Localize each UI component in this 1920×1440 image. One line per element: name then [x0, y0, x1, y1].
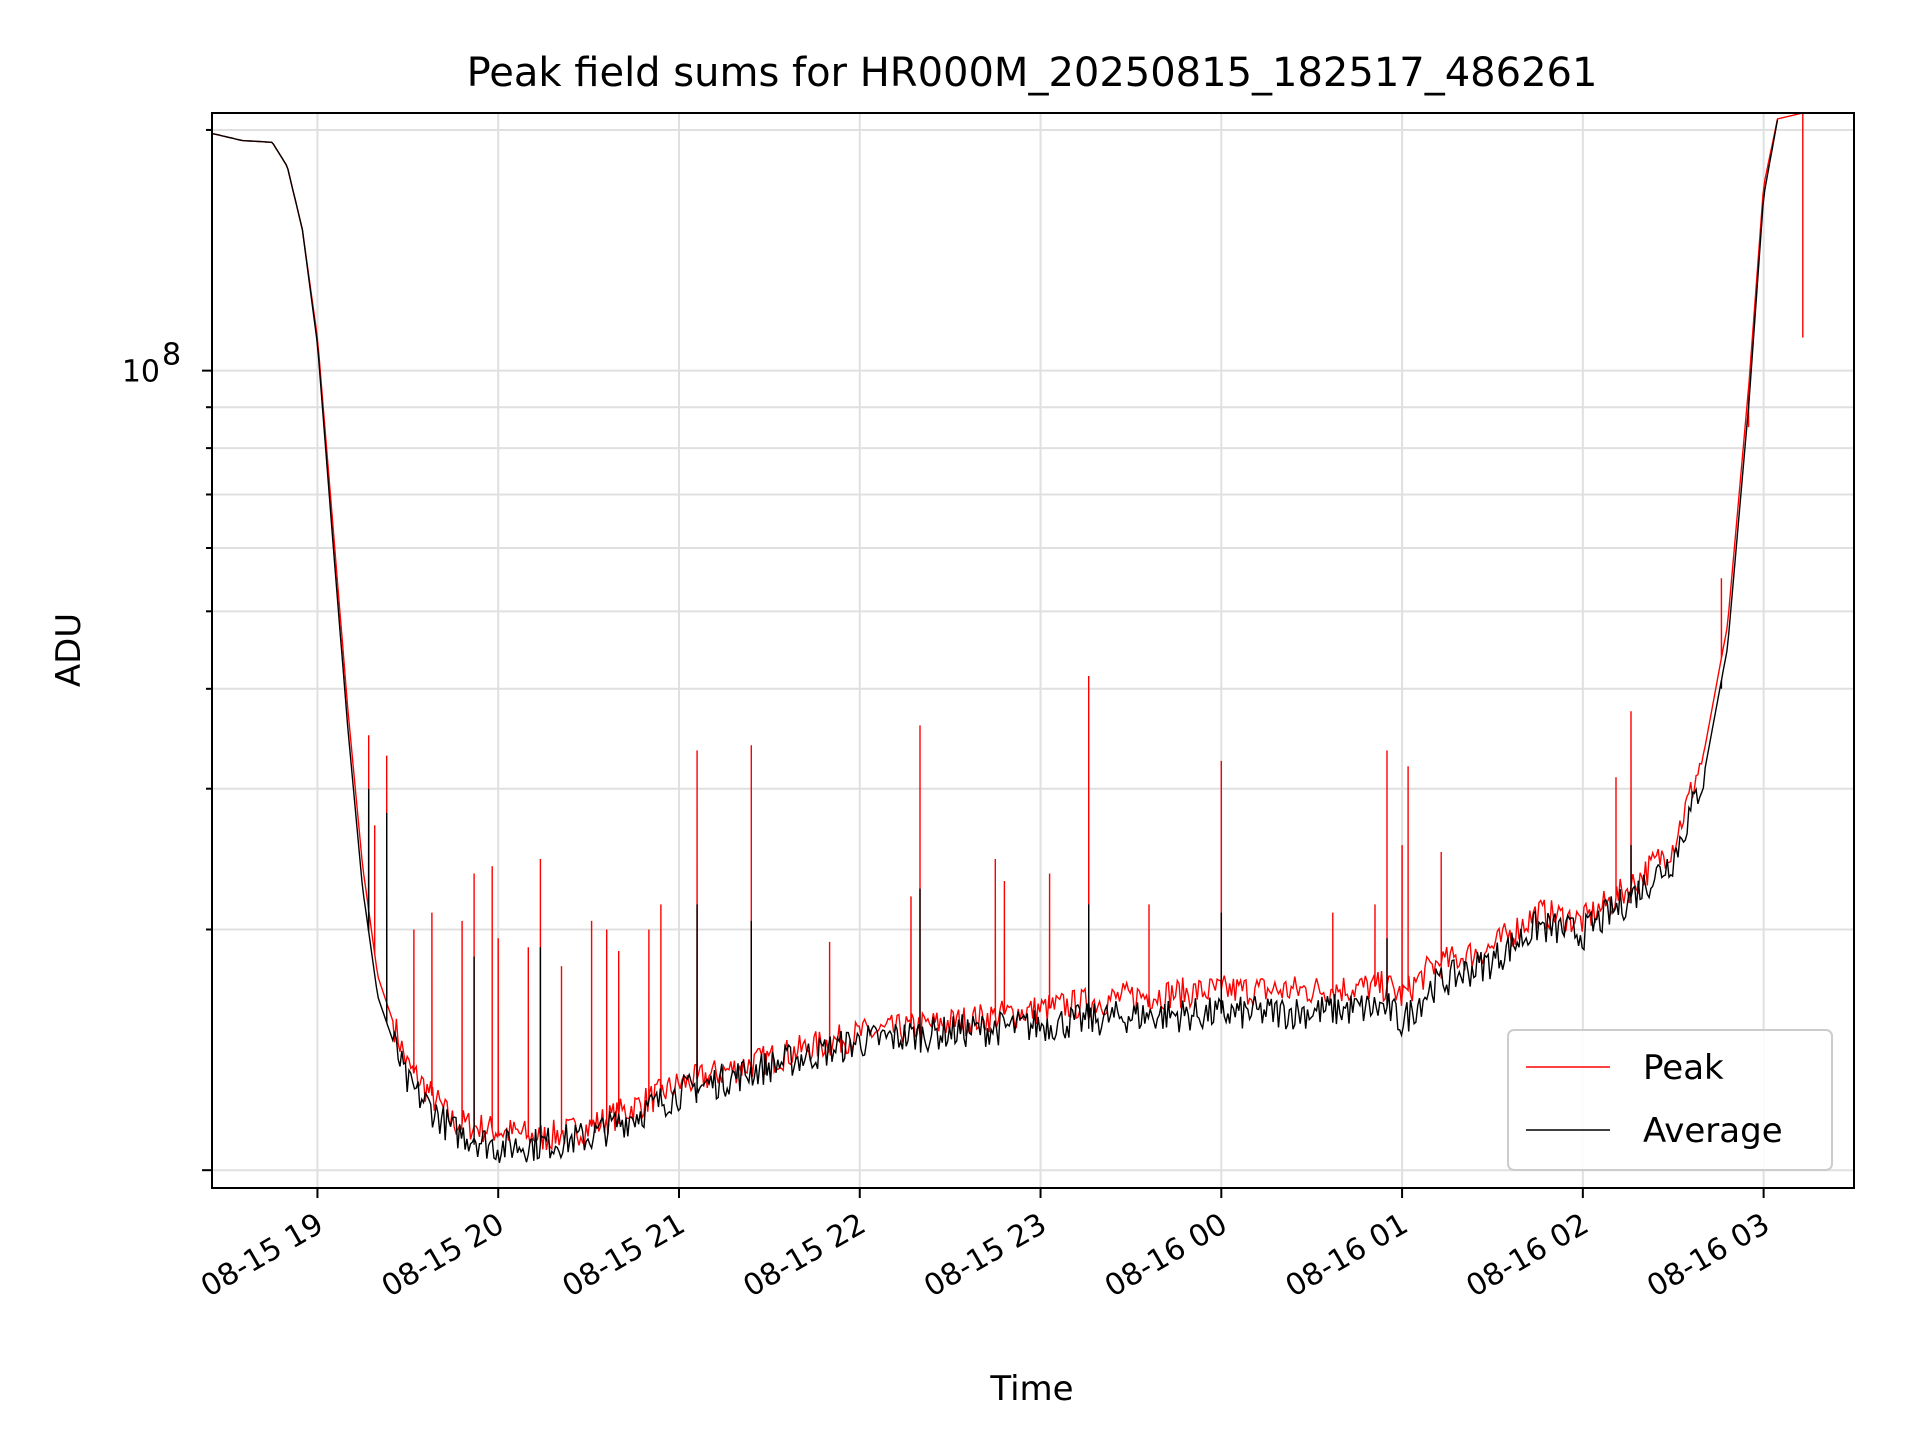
series-line-average: [212, 119, 1779, 1163]
legend-box: [1507, 1029, 1833, 1171]
series-layer: [212, 113, 1804, 1163]
legend: Peak Average: [1507, 1029, 1833, 1171]
legend-average-label: Average: [1643, 1111, 1783, 1151]
y-axis-label: ADU: [49, 613, 89, 687]
y-tick-label: 10: [122, 355, 160, 390]
grid-lines: [212, 113, 1854, 1188]
chart-title: Peak field sums for HR000M_20250815_1825…: [467, 50, 1598, 96]
plot-area-frame: [211, 112, 1855, 1189]
x-axis-label: Time: [989, 1369, 1073, 1409]
y-tick-exponent: 8: [162, 338, 181, 373]
legend-peak-label: Peak: [1643, 1048, 1724, 1088]
